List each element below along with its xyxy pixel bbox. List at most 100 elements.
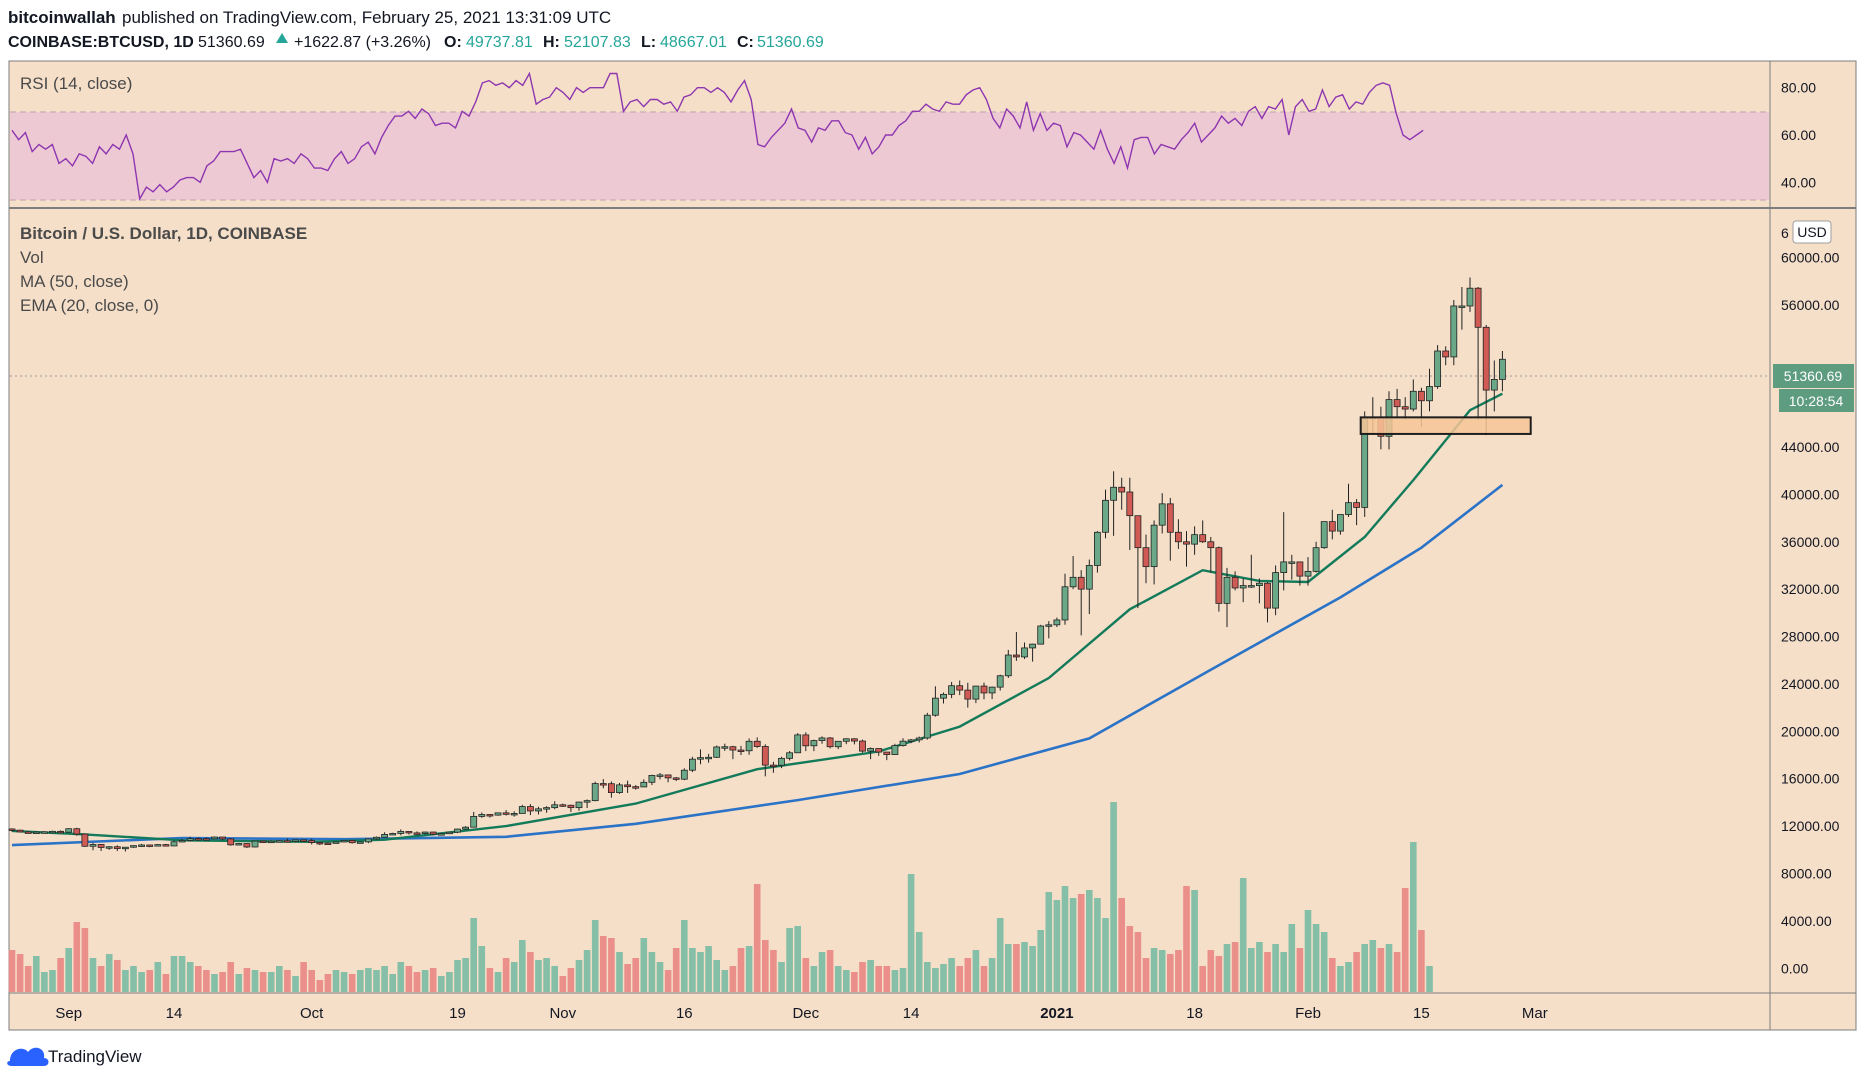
candle: [437, 833, 445, 836]
volume-bar: [834, 966, 842, 992]
volume-bar: [195, 966, 202, 992]
candle: [332, 841, 340, 844]
candle-body: [445, 831, 453, 835]
volume-bar: [1215, 956, 1223, 992]
candle-body: [1199, 534, 1207, 543]
volume-bar: [1231, 942, 1239, 992]
candle: [24, 831, 32, 834]
candle: [729, 745, 737, 760]
volume-bar: [357, 970, 364, 992]
candle: [105, 846, 113, 850]
volume-bar: [462, 958, 469, 992]
candle-body: [616, 784, 623, 793]
volume-bar: [154, 962, 162, 992]
volume-bar: [972, 950, 980, 992]
candle-body: [608, 783, 615, 793]
volume-bar: [1183, 886, 1190, 992]
change-text: +1622.87 (+3.26%): [294, 34, 431, 51]
volume-bar: [632, 958, 639, 992]
ma50-line: [11, 483, 1504, 847]
candle: [1247, 554, 1255, 588]
volume-bar: [510, 962, 518, 992]
candle: [1288, 554, 1296, 580]
volume-bar: [1029, 946, 1036, 992]
candle-body: [243, 843, 251, 848]
volume-bar: [114, 960, 121, 992]
candle-body: [73, 828, 81, 835]
candle: [810, 739, 818, 752]
candle: [251, 840, 259, 848]
candle-body: [146, 844, 154, 847]
volume-bar: [575, 960, 583, 992]
publisher-name[interactable]: bitcoinwallah: [8, 8, 116, 27]
volume-bar: [89, 958, 97, 992]
candle: [275, 840, 283, 843]
candle-body: [778, 757, 785, 766]
volume-bar: [8, 950, 16, 992]
candle-body: [8, 828, 16, 831]
candle: [283, 838, 291, 843]
candle: [1409, 379, 1417, 412]
candle: [235, 842, 243, 846]
price-tick-label: 0.00: [1781, 960, 1808, 976]
volume-bar: [324, 974, 332, 992]
candle: [494, 812, 502, 816]
candle-body: [186, 838, 194, 841]
countdown-tag-label: 10:28:54: [1789, 393, 1844, 409]
candle: [1223, 567, 1231, 628]
currency-badge-label: USD: [1797, 224, 1827, 240]
candle: [583, 799, 591, 808]
volume-bar: [1280, 952, 1287, 992]
candle: [891, 743, 899, 755]
candle: [1013, 632, 1020, 661]
candle: [608, 781, 615, 798]
candle-body: [1158, 503, 1166, 526]
candle: [543, 806, 550, 813]
candle-body: [454, 828, 461, 833]
candle-body: [810, 740, 818, 747]
candle-body: [664, 774, 672, 779]
volume-bar: [348, 974, 356, 992]
volume-bar: [470, 918, 477, 992]
volume-bar: [980, 966, 988, 992]
volume-bar: [932, 968, 939, 992]
volume-bar: [122, 970, 129, 992]
candle: [65, 828, 73, 833]
candle-body: [883, 751, 891, 755]
candle: [624, 780, 631, 793]
candle-body: [1053, 619, 1061, 626]
candle: [138, 843, 146, 847]
candle: [470, 811, 478, 828]
support-zone-box[interactable]: [1359, 416, 1532, 435]
candle-body: [267, 840, 275, 844]
currency-badge[interactable]: [1792, 220, 1832, 244]
volume-bar: [567, 968, 575, 992]
candle-body: [851, 738, 858, 742]
candle: [502, 810, 510, 816]
candle-body: [510, 813, 518, 816]
time-tick-label: 19: [449, 1005, 466, 1022]
candle: [680, 768, 688, 781]
candle-body: [1499, 358, 1506, 380]
last-price: 51360.69: [198, 34, 265, 51]
volume-bar: [397, 962, 405, 992]
volume-bar: [1272, 944, 1279, 992]
candle: [1320, 521, 1328, 549]
candle-body: [899, 740, 907, 746]
volume-bar: [211, 974, 218, 992]
time-tick-label: 14: [903, 1005, 920, 1022]
volume-bar: [413, 972, 421, 992]
price-tick-label: 4000.00: [1781, 913, 1832, 929]
volume-bar: [276, 966, 283, 992]
candle-body: [891, 745, 899, 755]
tradingview-logo[interactable]: TradingView: [7, 1047, 142, 1066]
candle-body: [194, 838, 202, 841]
rsi-line: [11, 71, 1424, 202]
volume-bar: [1069, 898, 1077, 992]
candle: [1045, 621, 1053, 639]
candle-body: [202, 838, 210, 841]
candle-body: [1150, 524, 1158, 568]
candle-body: [753, 740, 761, 747]
candle: [1426, 368, 1433, 412]
candle: [753, 737, 761, 748]
